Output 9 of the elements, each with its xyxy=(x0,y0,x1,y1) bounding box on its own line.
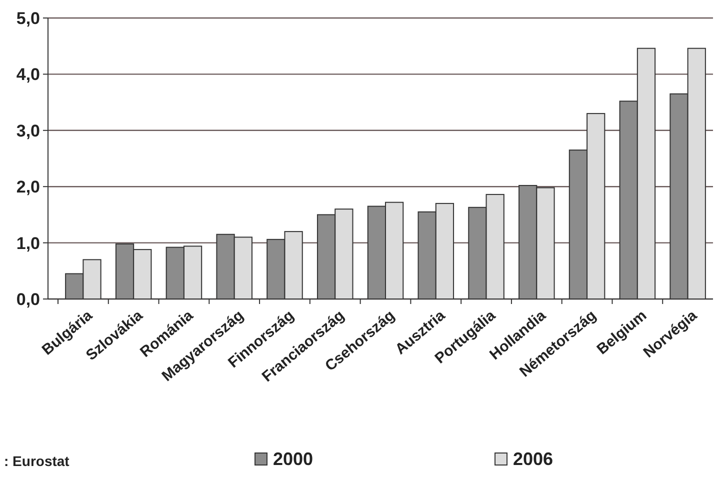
y-tick-label: 1,0 xyxy=(16,234,40,253)
legend-label: 2006 xyxy=(513,449,554,469)
y-tick-label: 3,0 xyxy=(16,121,40,140)
text: : Eurostat xyxy=(4,453,70,469)
y-tick-label: 0,0 xyxy=(16,290,40,309)
y-tick-label: 2,0 xyxy=(16,178,40,197)
y-tick-label: 5,0 xyxy=(16,8,40,28)
legend-label: 2000 xyxy=(273,449,314,469)
y-tick-label: 4,0 xyxy=(16,65,40,84)
